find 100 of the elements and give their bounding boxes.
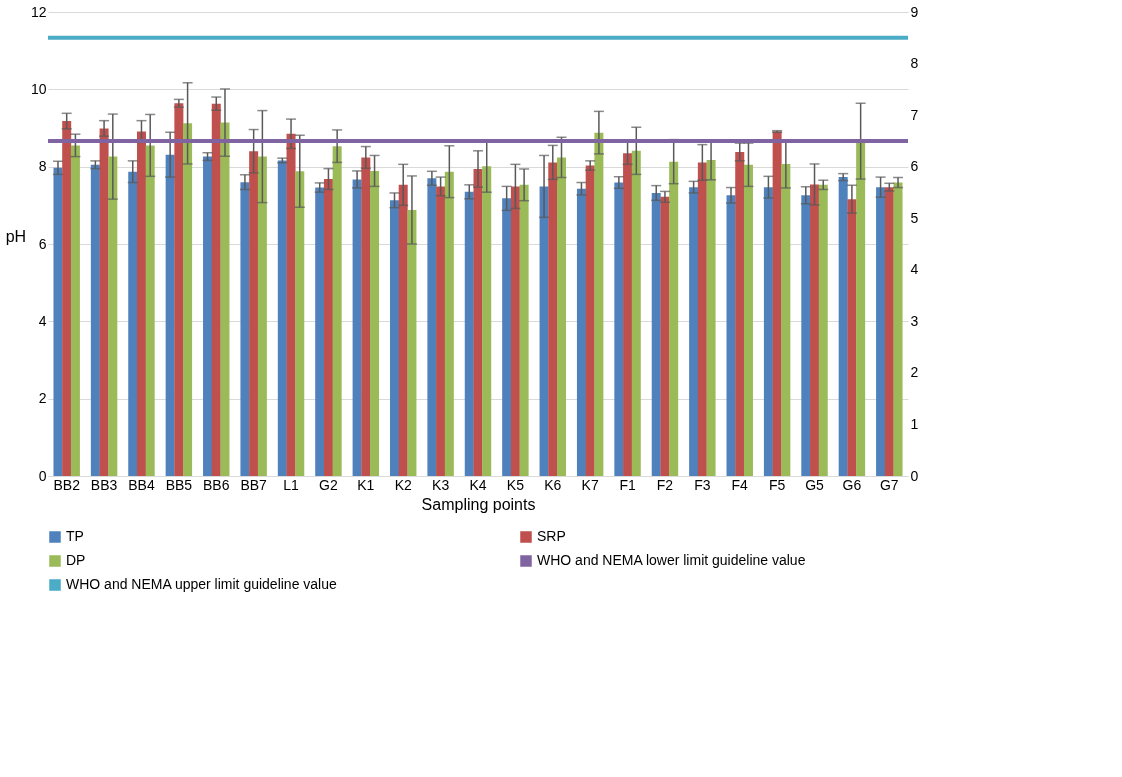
x-tick-label: K4 [469, 476, 487, 493]
y2-tick-label: 0 [910, 467, 919, 484]
x-tick-label: BB2 [53, 476, 81, 493]
bar [70, 145, 80, 476]
y-tick-label: 4 [38, 312, 47, 329]
y2-tick-label: 4 [910, 261, 919, 278]
y2-tick-label: 3 [910, 312, 919, 329]
x-tick-label: F4 [731, 476, 749, 493]
x-tick-label: K5 [506, 476, 525, 493]
bar [726, 195, 736, 476]
bar [145, 145, 155, 476]
bar [706, 160, 716, 476]
y-tick-label: 10 [30, 80, 47, 97]
bar [427, 178, 437, 476]
x-axis-title: Sampling points [421, 495, 536, 513]
x-tick-label: L1 [283, 476, 300, 493]
bar [128, 171, 138, 476]
bar [856, 141, 866, 476]
y2-tick-label: 1 [910, 415, 919, 432]
x-tick-label: K1 [357, 476, 375, 493]
bar [847, 199, 857, 476]
bar [62, 121, 72, 476]
x-tick-label: K6 [544, 476, 562, 493]
x-tick-label: BB5 [165, 476, 193, 493]
x-tick-label: BB3 [90, 476, 118, 493]
bar [801, 195, 811, 476]
x-tick-label: BB7 [240, 476, 268, 493]
x-tick-label: G7 [879, 476, 899, 493]
bar [53, 167, 63, 476]
bar [689, 187, 699, 476]
x-tick-label: BB4 [128, 476, 155, 493]
bar [735, 151, 745, 476]
bar [473, 168, 483, 476]
y2-tick-label: 9 [910, 3, 919, 20]
x-tick-label: K7 [581, 476, 599, 493]
bar [464, 191, 474, 476]
y2-tick-label: 2 [910, 364, 919, 381]
bar [444, 171, 454, 476]
y-tick-label: 12 [30, 3, 47, 20]
bar [502, 198, 512, 476]
legend-label: TP [66, 528, 84, 544]
bar [240, 182, 250, 476]
bar [510, 186, 520, 476]
bar [361, 157, 371, 476]
legend-label: SRP [537, 528, 566, 544]
bar [436, 186, 446, 476]
y-tick-label: 6 [38, 235, 47, 252]
legend-label: WHO and NEMA upper limit guideline value [66, 576, 338, 592]
bar [810, 184, 820, 476]
bar [576, 188, 586, 476]
y-tick-label: 8 [38, 158, 47, 175]
y-tick-label: 0 [38, 467, 47, 484]
bar [548, 162, 558, 476]
bar [370, 170, 380, 476]
y2-tick-label: 7 [910, 106, 919, 123]
bar [249, 151, 259, 476]
x-tick-label: G5 [805, 476, 825, 493]
x-tick-label: BB6 [203, 476, 230, 493]
bar [323, 179, 333, 476]
bar [594, 132, 604, 476]
bar [818, 184, 828, 476]
bar [315, 187, 325, 476]
bar [332, 146, 342, 476]
bar [614, 182, 624, 476]
y-tick-label: 2 [38, 390, 47, 407]
bar [482, 166, 492, 476]
bar [220, 122, 230, 476]
bar [893, 182, 903, 476]
bar [519, 184, 529, 476]
x-tick-label: F2 [656, 476, 674, 493]
bar [763, 187, 773, 476]
bar [389, 200, 399, 476]
legend-label: DP [66, 552, 86, 568]
bar [623, 153, 633, 476]
bar [108, 156, 118, 476]
bar [697, 162, 707, 476]
x-tick-label: F1 [619, 476, 636, 493]
bar [743, 164, 753, 476]
bar [295, 171, 305, 476]
x-tick-label: F5 [768, 476, 786, 493]
bar [876, 187, 886, 476]
x-tick-label: G6 [842, 476, 862, 493]
y2-tick-label: 8 [910, 55, 919, 72]
x-tick-label: G2 [319, 476, 338, 493]
y2-tick-label: 5 [910, 209, 919, 226]
bar [660, 196, 670, 476]
bar [669, 161, 679, 476]
x-tick-label: K3 [432, 476, 450, 493]
x-tick-label: F3 [694, 476, 711, 493]
bar [183, 123, 193, 476]
y-axis-title: pH [5, 227, 27, 245]
bar [257, 156, 267, 476]
x-tick-label: K2 [394, 476, 412, 493]
bar [781, 163, 791, 476]
legend-label: WHO and NEMA lower limit guideline value [537, 552, 806, 568]
bar [136, 131, 146, 476]
bar [407, 209, 417, 476]
bar [557, 157, 567, 476]
y2-tick-label: 6 [910, 158, 919, 175]
bar [631, 150, 641, 476]
